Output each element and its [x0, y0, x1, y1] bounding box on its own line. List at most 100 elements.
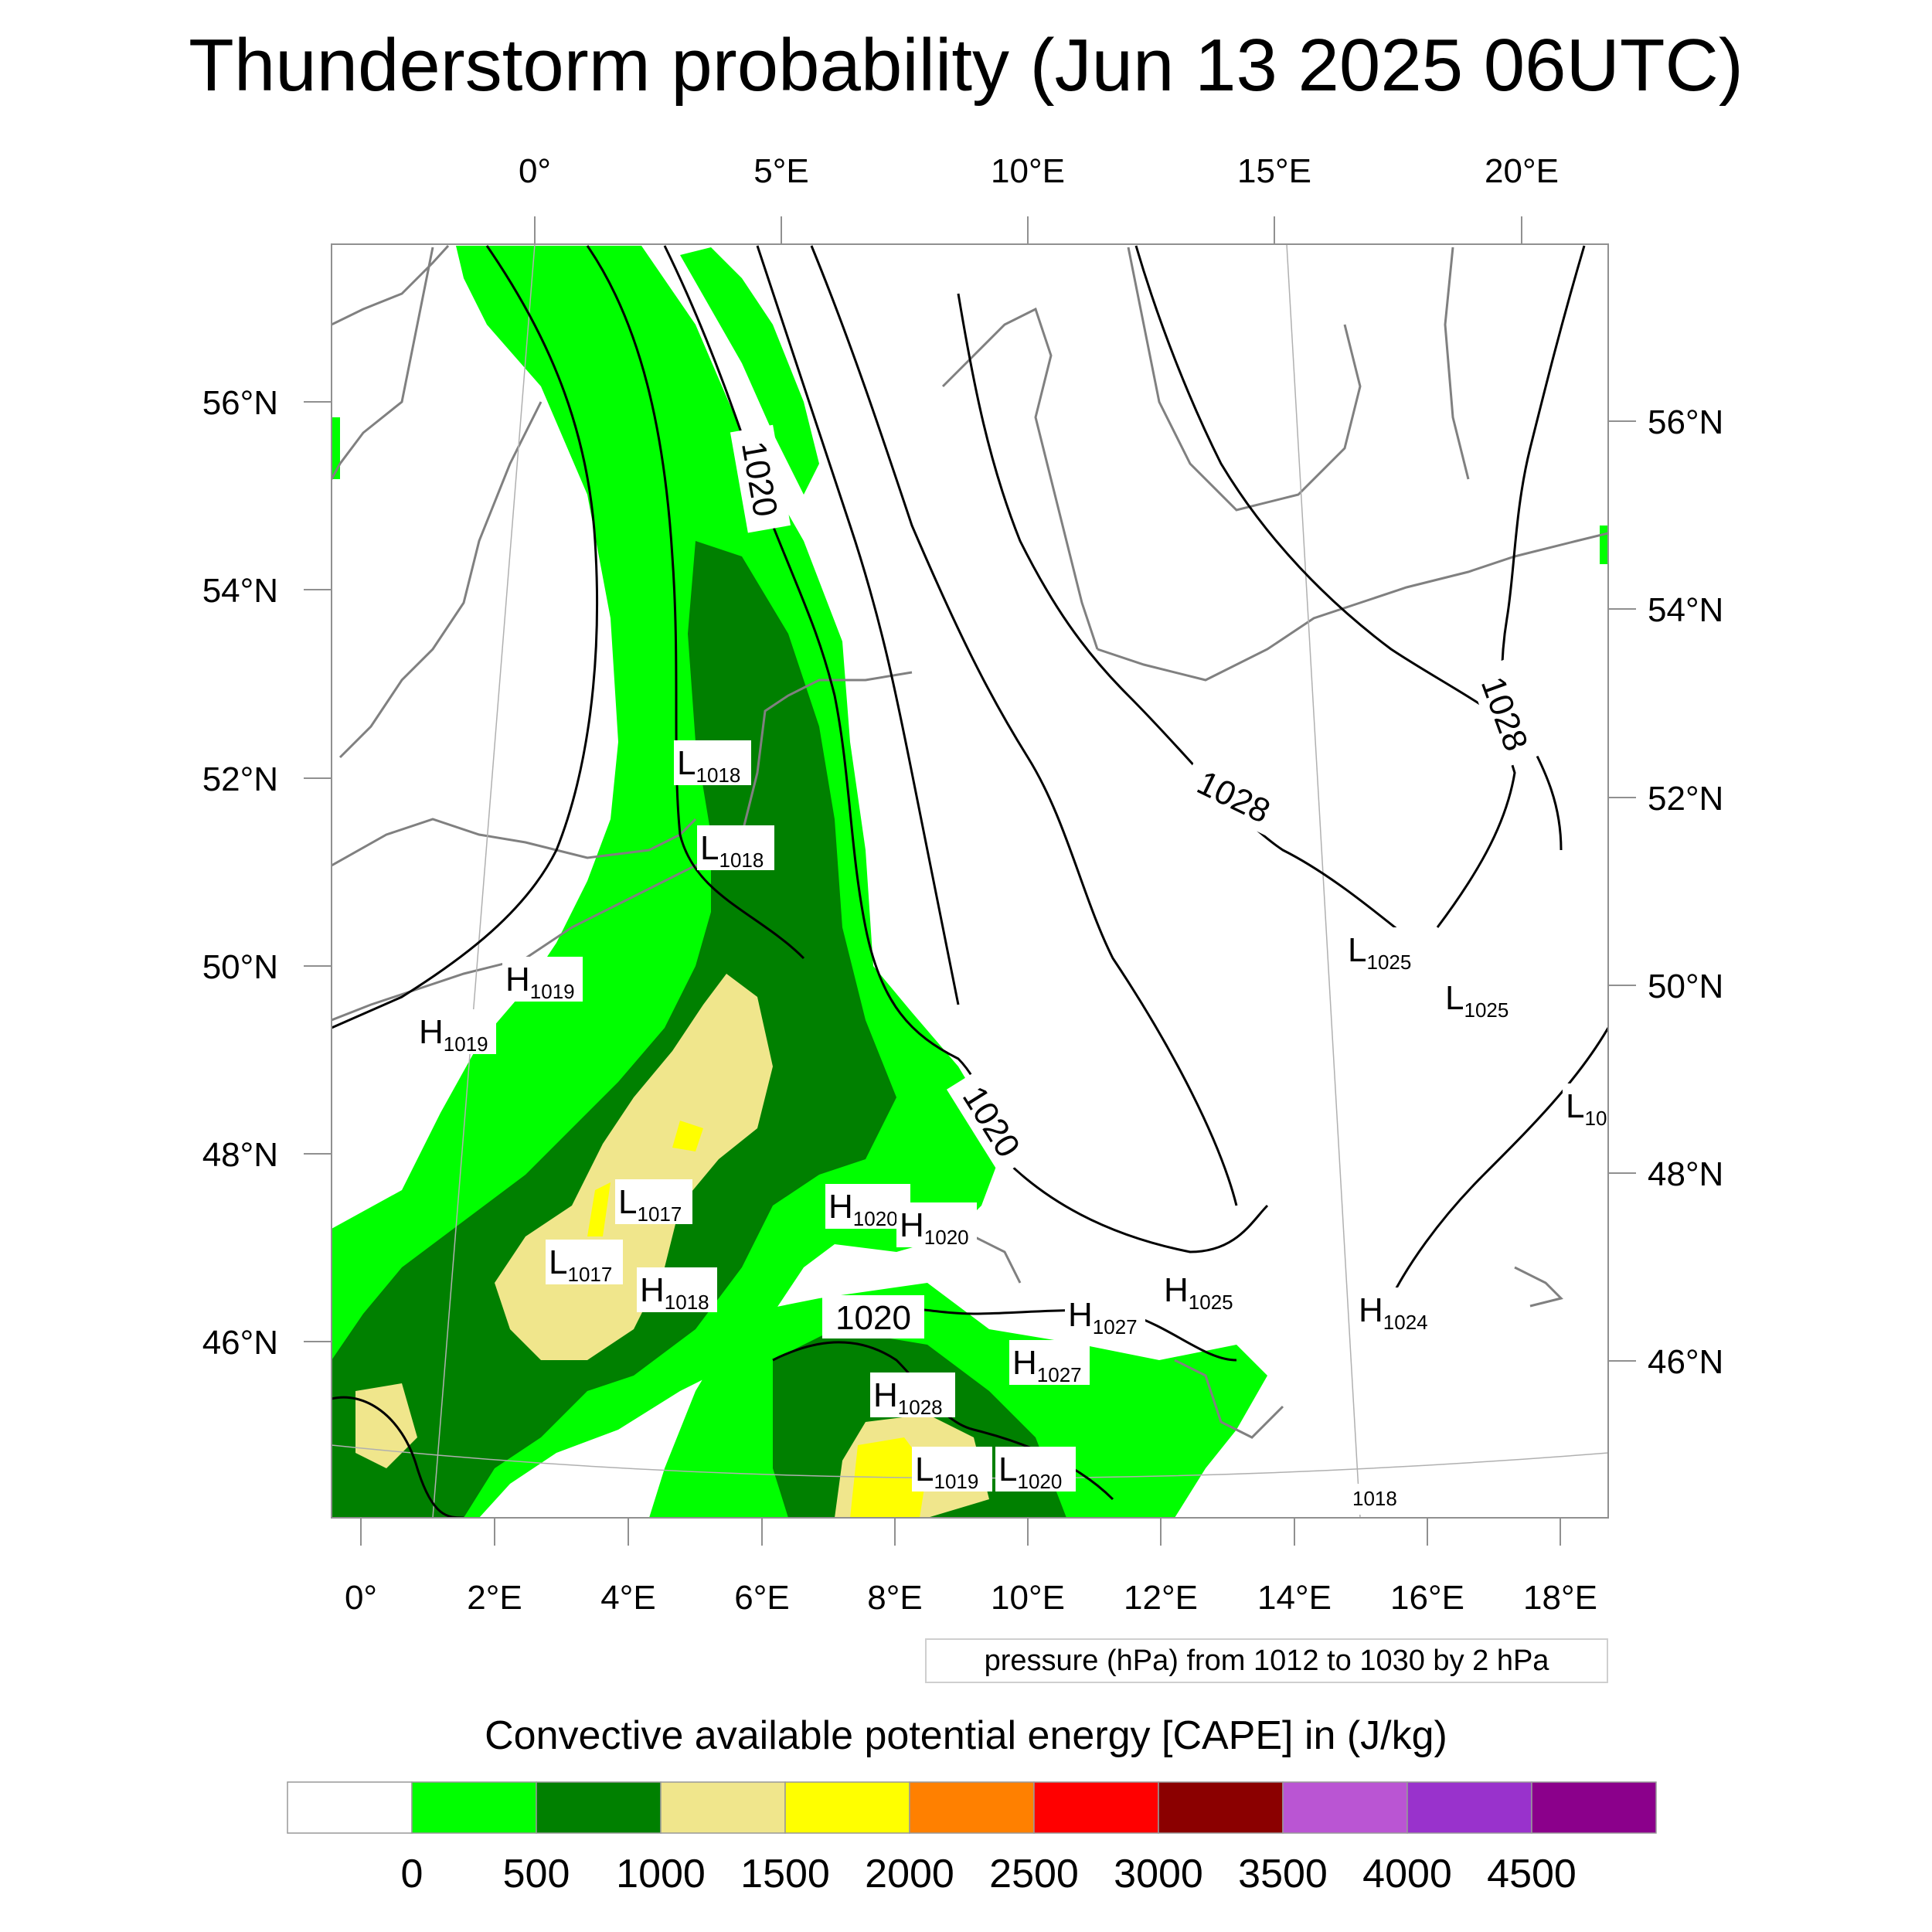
svg-text:L1017: L1017	[618, 1183, 682, 1226]
colorbar-label: 3000	[1114, 1852, 1203, 1896]
map-title: Thunderstorm probability (Jun 13 2025 06…	[189, 24, 1743, 107]
lat-label: 52°N	[202, 760, 278, 798]
svg-text:L1025: L1025	[1445, 979, 1509, 1022]
lon-label: 14°E	[1257, 1579, 1332, 1617]
colorbar-swatch	[909, 1781, 1035, 1834]
right-lat-labels: 56°N 54°N 52°N 50°N 48°N 46°N	[1648, 403, 1723, 1381]
colorbar-label: 4000	[1362, 1852, 1452, 1896]
pressure-center-value: 1019	[934, 1470, 978, 1493]
map-area: 1020 1020 1020 1028 1028	[332, 244, 1608, 1518]
cape-zone-1500-2000	[672, 1121, 703, 1151]
pressure-contour-note: pressure (hPa) from 1012 to 1030 by 2 hP…	[925, 1638, 1608, 1683]
lon-label: 4°E	[600, 1579, 655, 1617]
lon-label: 10°E	[991, 1579, 1065, 1617]
lon-label: 12°E	[1124, 1579, 1198, 1617]
svg-text:H1025: H1025	[1164, 1271, 1233, 1314]
svg-text:H1027: H1027	[1068, 1296, 1138, 1338]
cape-zone-0-500	[680, 247, 819, 495]
svg-text:L10: L10	[1566, 1087, 1607, 1130]
pressure-center-letter: L	[549, 1243, 567, 1281]
lat-label: 54°N	[1648, 591, 1723, 629]
svg-text:H1028: H1028	[873, 1376, 943, 1419]
lon-label: 18°E	[1523, 1579, 1597, 1617]
lon-label: 20°E	[1485, 152, 1559, 190]
pressure-center-value: 1020	[924, 1226, 969, 1249]
cape-zone-0-500	[332, 417, 340, 479]
svg-text:1018: 1018	[1352, 1487, 1397, 1510]
lon-label: 6°E	[734, 1579, 789, 1617]
pressure-center-letter: H	[828, 1188, 853, 1226]
lat-label: 46°N	[202, 1324, 278, 1362]
colorbar-swatch	[536, 1781, 662, 1834]
lon-label: 0°	[345, 1579, 377, 1617]
svg-text:H1020: H1020	[828, 1188, 898, 1230]
pressure-center-letter: L	[998, 1451, 1017, 1488]
pressure-center-letter: H	[505, 961, 530, 998]
svg-text:L1018: L1018	[700, 829, 764, 872]
top-lon-labels: 0° 5°E 10°E 15°E 20°E	[519, 152, 1559, 190]
lat-label: 50°N	[1648, 968, 1723, 1005]
pressure-center-letter: H	[1012, 1344, 1037, 1382]
svg-text:H1019: H1019	[505, 961, 575, 1003]
pressure-center-value: 10	[1584, 1107, 1607, 1130]
svg-text:H1020: H1020	[900, 1206, 969, 1249]
isobar-label: 1020	[835, 1299, 911, 1337]
colorbar-swatch	[1282, 1781, 1408, 1834]
pressure-center-value: 1018	[719, 849, 764, 872]
pressure-center-value: 1025	[1366, 951, 1411, 974]
svg-text:L1020: L1020	[998, 1451, 1062, 1493]
lat-label: 56°N	[1648, 403, 1723, 441]
lon-label: 10°E	[991, 152, 1065, 190]
pressure-center-value: 1017	[637, 1202, 682, 1226]
pressure-center-value: 1018	[1352, 1487, 1397, 1510]
pressure-center-value: 1018	[665, 1291, 709, 1314]
pressure-center-value: 1018	[696, 764, 740, 787]
pressure-center-letter: L	[915, 1451, 934, 1488]
colorbar-label: 0	[401, 1852, 423, 1896]
pressure-center-value: 1028	[898, 1396, 943, 1419]
colorbar-label: 1000	[616, 1852, 706, 1896]
svg-text:H1019: H1019	[419, 1013, 488, 1056]
pressure-center-letter: H	[640, 1271, 665, 1309]
coastlines	[332, 244, 1608, 1439]
pressure-center-letter: L	[1348, 931, 1366, 969]
pressure-center-letter: H	[1359, 1291, 1383, 1329]
lon-label: 5°E	[753, 152, 808, 190]
pressure-center-letter: H	[900, 1206, 924, 1244]
colorbar-swatch	[287, 1781, 413, 1834]
colorbar-swatch	[1406, 1781, 1532, 1834]
colorbar-label: 1500	[740, 1852, 830, 1896]
svg-text:L1025: L1025	[1348, 931, 1411, 974]
pressure-center-letter: L	[677, 744, 696, 782]
cape-zone-1500-2000	[587, 1182, 611, 1236]
pressure-center-value: 1019	[530, 980, 575, 1003]
pressure-center-letter: H	[419, 1013, 444, 1051]
pressure-center-value: 1024	[1383, 1311, 1428, 1334]
lon-label: 16°E	[1390, 1579, 1464, 1617]
svg-text:H1024: H1024	[1359, 1291, 1428, 1334]
tick-marks	[304, 216, 1636, 1546]
colorbar-label: 4500	[1487, 1852, 1577, 1896]
colorbar-swatch	[660, 1781, 786, 1834]
colorbar: 0 500 1000 1500 2000 2500 3000 3500 4000 4500	[287, 1781, 1657, 1896]
colorbar-label: 3500	[1238, 1852, 1328, 1896]
pressure-center-value: 1027	[1093, 1315, 1138, 1338]
pressure-center-letter: H	[1068, 1296, 1093, 1334]
pressure-center-letter: L	[1566, 1087, 1584, 1125]
pressure-center-value: 1025	[1464, 998, 1509, 1022]
pressure-center-value: 1020	[853, 1207, 898, 1230]
pressure-center-value: 1019	[444, 1032, 488, 1056]
colorbar-title: Convective available potential energy [C…	[485, 1713, 1447, 1758]
svg-text:L1019: L1019	[915, 1451, 978, 1493]
lat-label: 48°N	[202, 1136, 278, 1174]
svg-text:H1018: H1018	[640, 1271, 709, 1314]
colorbar-swatch	[1158, 1781, 1284, 1834]
lon-label: 0°	[519, 152, 551, 190]
svg-text:H1027: H1027	[1012, 1344, 1082, 1386]
pressure-center-letter: L	[1445, 979, 1464, 1017]
pressure-centers: L1018 L1018 H1019 H1019 L1017 L1017 H101…	[416, 740, 1608, 1515]
lon-label: 15°E	[1237, 152, 1311, 190]
lat-label: 52°N	[1648, 780, 1723, 818]
